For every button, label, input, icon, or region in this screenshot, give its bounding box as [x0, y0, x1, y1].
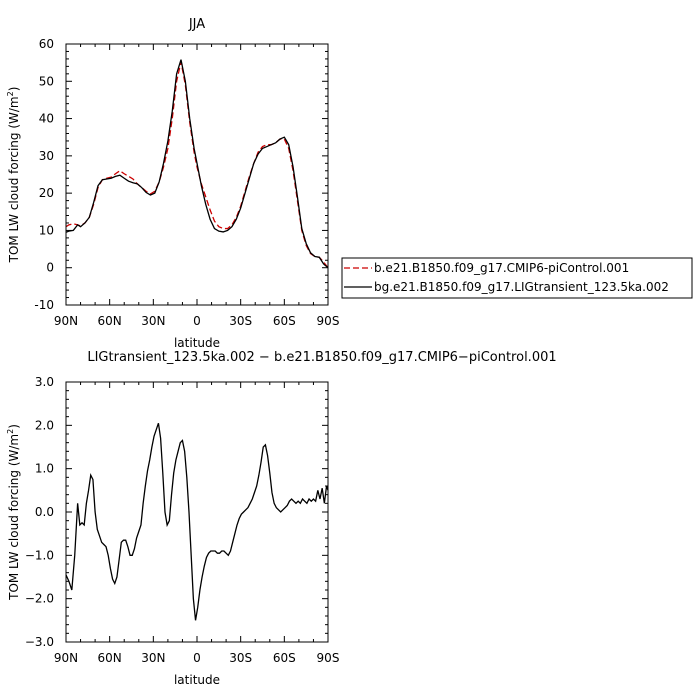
x-tick-label: 90S [317, 314, 340, 328]
legend-box [341, 257, 693, 299]
y-axis-label: TOM LW cloud forcing (W/m2) [6, 424, 21, 601]
chart-panel-1: JJA 90N 60N 30N 0 30S 60S 90S -10 0 10 20 30 40 50 60 la… [6, 17, 693, 350]
y-tick-label: −2.0 [25, 592, 54, 606]
x-tick-label: 60N [98, 651, 122, 665]
chart-panel-2: LIGtransient_123.5ka.002 − b.e21.B1850.f… [6, 350, 557, 687]
plot-frame [65, 381, 329, 643]
y-tick-label: 3.0 [35, 375, 54, 389]
y-tick-label: 2.0 [35, 418, 54, 432]
x-axis-label: latitude [174, 673, 220, 687]
legend-label-2: bg.e21.B1850.f09_g17.LIGtransient_123.5k… [374, 280, 669, 294]
x-tick-label: 60S [273, 651, 296, 665]
x-tick-label: 30N [141, 651, 165, 665]
x-axis-label: latitude [174, 336, 220, 350]
chart-title: LIGtransient_123.5ka.002 − b.e21.B1850.f… [87, 350, 556, 365]
y-tick-label: 20 [39, 186, 54, 200]
y-tick-label: 30 [39, 149, 54, 163]
x-tick-label: 0 [193, 651, 201, 665]
y-tick-label: -10 [34, 298, 54, 312]
x-tick-label: 90S [317, 651, 340, 665]
y-tick-label: −1.0 [25, 548, 54, 562]
x-tick-label: 30N [141, 314, 165, 328]
y-tick-label: 50 [39, 74, 54, 88]
y-tick-label: 1.0 [35, 462, 54, 476]
plot-frame [65, 43, 329, 306]
x-tick-label: 90N [54, 651, 78, 665]
x-tick-label: 30S [229, 314, 252, 328]
x-tick-label: 0 [193, 314, 201, 328]
y-tick-label: 0 [46, 261, 54, 275]
y-tick-label: 60 [39, 37, 54, 51]
x-tick-label: 30S [229, 651, 252, 665]
y-axis-label: TOM LW cloud forcing (W/m2) [6, 87, 21, 264]
y-tick-label: −3.0 [25, 635, 54, 649]
y-tick-label: 0.0 [35, 505, 54, 519]
x-tick-label: 60S [273, 314, 296, 328]
legend: b.e21.B1850.f09_g17.CMIP6-piControl.001b… [341, 257, 693, 299]
chart-title: JJA [188, 17, 205, 32]
y-tick-label: 40 [39, 112, 54, 126]
x-tick-label: 60N [98, 314, 122, 328]
series-line-1 [65, 61, 329, 269]
series-line-2 [65, 59, 329, 269]
x-tick-label: 90N [54, 314, 78, 328]
series-line-1 [65, 422, 329, 621]
legend-label-1: b.e21.B1850.f09_g17.CMIP6-piControl.001 [374, 261, 629, 275]
y-tick-label: 10 [39, 223, 54, 237]
